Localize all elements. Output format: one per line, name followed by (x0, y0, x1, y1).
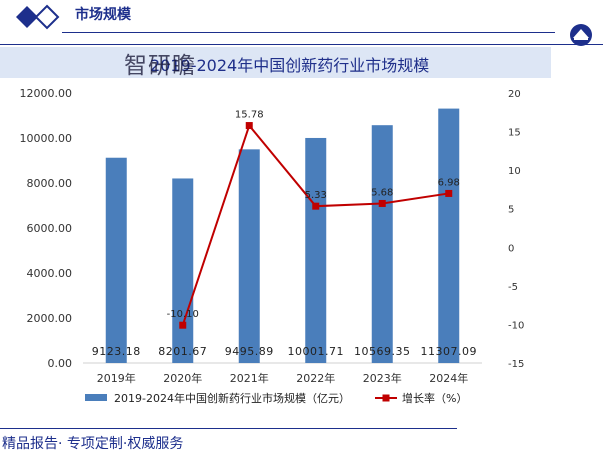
watermark: 智研瞻 (124, 53, 196, 79)
growth-rate-marker (245, 122, 253, 130)
x-tick-label: 2021年 (230, 371, 269, 385)
growth-rate-data-label: 5.33 (305, 190, 327, 201)
footer-rule (0, 428, 457, 429)
chart-title: 2019-2024年中国创新药行业市场规模 (150, 56, 430, 75)
bar-data-label: 9123.18 (92, 345, 141, 358)
logo-diamonds-icon (16, 4, 60, 30)
growth-rate-marker (179, 321, 187, 329)
y-right-tick-label: 0 (508, 243, 514, 254)
emblem-icon (570, 24, 592, 46)
y-left-tick-label: 12000.00 (20, 87, 73, 100)
y-right-tick-label: 10 (508, 166, 521, 177)
y-left-tick-label: 8000.00 (27, 177, 73, 190)
x-tick-label: 2019年 (97, 371, 136, 385)
growth-rate-data-label: 5.68 (371, 187, 393, 198)
y-right-tick-label: 5 (508, 205, 514, 216)
growth-rate-marker (312, 202, 320, 210)
bar (172, 178, 194, 363)
x-tick-label: 2024年 (429, 371, 468, 385)
growth-rate-data-label: -10.10 (167, 309, 199, 320)
y-left-tick-label: 2000.00 (27, 312, 73, 325)
y-right-tick-label: 20 (508, 89, 521, 100)
y-left-tick-label: 6000.00 (27, 222, 73, 235)
bar (371, 125, 393, 363)
header-divider (0, 44, 603, 45)
bar-data-label: 10569.35 (354, 345, 411, 358)
bar-data-label: 8201.67 (158, 345, 207, 358)
legend-line-label: 增长率（%） (402, 391, 467, 405)
growth-rate-marker (445, 189, 453, 197)
slide-header: 市场规模 (0, 0, 603, 46)
x-tick-label: 2023年 (363, 371, 402, 385)
y-right-tick-label: 15 (508, 128, 521, 139)
legend-line-marker (382, 394, 390, 402)
legend-bar-label: 2019-2024年中国创新药行业市场规模（亿元） (114, 391, 350, 405)
x-tick-label: 2020年 (163, 371, 202, 385)
bar-data-label: 9495.89 (225, 345, 274, 358)
header-rule (62, 32, 555, 33)
bar (438, 108, 460, 363)
growth-rate-data-label: 15.78 (235, 110, 264, 121)
y-right-tick-label: -5 (508, 282, 518, 293)
growth-rate-data-label: 6.98 (438, 177, 460, 188)
bar (238, 149, 260, 363)
y-right-tick-label: -10 (508, 320, 524, 331)
bar-data-label: 11307.09 (421, 345, 478, 358)
y-left-tick-label: 4000.00 (27, 267, 73, 280)
bar (105, 157, 127, 363)
chart-title-band (0, 47, 551, 78)
y-left-tick-label: 0.00 (48, 357, 73, 370)
legend-bar-swatch (85, 394, 107, 401)
header-title: 市场规模 (75, 7, 131, 23)
y-right-tick-label: -15 (508, 359, 524, 370)
bar (305, 137, 327, 363)
bar-data-label: 10001.71 (288, 345, 345, 358)
y-left-tick-label: 10000.00 (20, 132, 73, 145)
footer-text: 精品报告· 专项定制·权威服务 (2, 436, 184, 452)
x-tick-label: 2022年 (296, 371, 335, 385)
growth-rate-marker (378, 199, 386, 207)
